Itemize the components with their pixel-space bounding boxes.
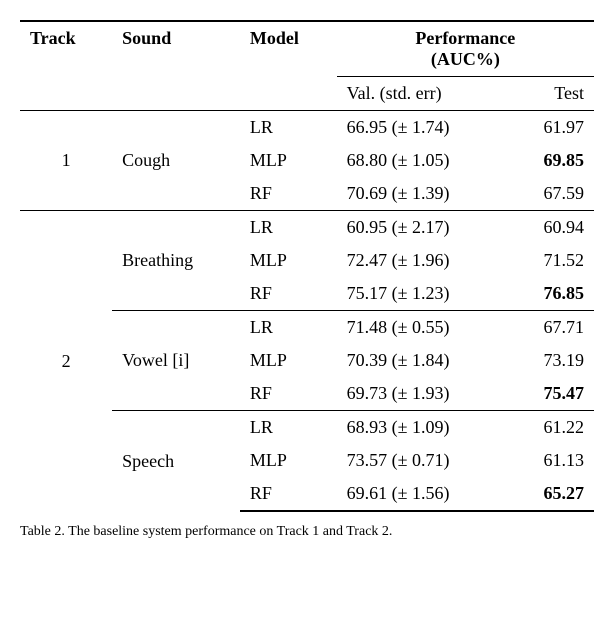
model-cell: MLP: [240, 444, 337, 477]
sound-cell: Speech: [112, 411, 240, 512]
sound-cell: Breathing: [112, 211, 240, 311]
model-cell: MLP: [240, 344, 337, 377]
test-cell: 73.19: [509, 344, 594, 377]
test-cell: 69.85: [509, 144, 594, 177]
col-header-performance: Performance (AUC%): [337, 21, 594, 77]
col-subheader-val: Val. (std. err): [337, 77, 509, 111]
col-header-track: Track: [20, 21, 112, 111]
val-cell: 71.48 (± 0.55): [337, 311, 509, 345]
table-caption: Table 2. The baseline system performance…: [20, 524, 594, 540]
test-cell: 61.13: [509, 444, 594, 477]
test-cell: 67.59: [509, 177, 594, 211]
val-cell: 66.95 (± 1.74): [337, 111, 509, 145]
test-cell: 65.27: [509, 477, 594, 511]
test-cell: 71.52: [509, 244, 594, 277]
col-header-model: Model: [240, 21, 337, 111]
model-cell: RF: [240, 277, 337, 311]
track-cell: 1: [20, 111, 112, 211]
val-cell: 60.95 (± 2.17): [337, 211, 509, 245]
model-cell: LR: [240, 211, 337, 245]
track-cell: 2: [20, 211, 112, 512]
model-cell: LR: [240, 411, 337, 445]
col-subheader-test: Test: [509, 77, 594, 111]
val-cell: 69.61 (± 1.56): [337, 477, 509, 511]
sound-cell: Cough: [112, 111, 240, 211]
val-cell: 68.80 (± 1.05): [337, 144, 509, 177]
table-row: 1CoughLR66.95 (± 1.74)61.97: [20, 111, 594, 145]
model-cell: RF: [240, 377, 337, 411]
val-cell: 68.93 (± 1.09): [337, 411, 509, 445]
val-cell: 72.47 (± 1.96): [337, 244, 509, 277]
col-header-sound: Sound: [112, 21, 240, 111]
test-cell: 76.85: [509, 277, 594, 311]
test-cell: 60.94: [509, 211, 594, 245]
sound-cell: Vowel [i]: [112, 311, 240, 411]
model-cell: MLP: [240, 244, 337, 277]
val-cell: 75.17 (± 1.23): [337, 277, 509, 311]
perf-label-2: (AUC%): [431, 49, 500, 69]
model-cell: LR: [240, 111, 337, 145]
test-cell: 67.71: [509, 311, 594, 345]
test-cell: 75.47: [509, 377, 594, 411]
performance-table: Track Sound Model Performance (AUC%) Val…: [20, 20, 594, 512]
val-cell: 73.57 (± 0.71): [337, 444, 509, 477]
table-row: 2BreathingLR60.95 (± 2.17)60.94: [20, 211, 594, 245]
val-cell: 70.69 (± 1.39): [337, 177, 509, 211]
test-cell: 61.22: [509, 411, 594, 445]
model-cell: MLP: [240, 144, 337, 177]
model-cell: LR: [240, 311, 337, 345]
test-cell: 61.97: [509, 111, 594, 145]
val-cell: 69.73 (± 1.93): [337, 377, 509, 411]
model-cell: RF: [240, 477, 337, 511]
model-cell: RF: [240, 177, 337, 211]
perf-label-1: Performance: [415, 28, 515, 48]
val-cell: 70.39 (± 1.84): [337, 344, 509, 377]
